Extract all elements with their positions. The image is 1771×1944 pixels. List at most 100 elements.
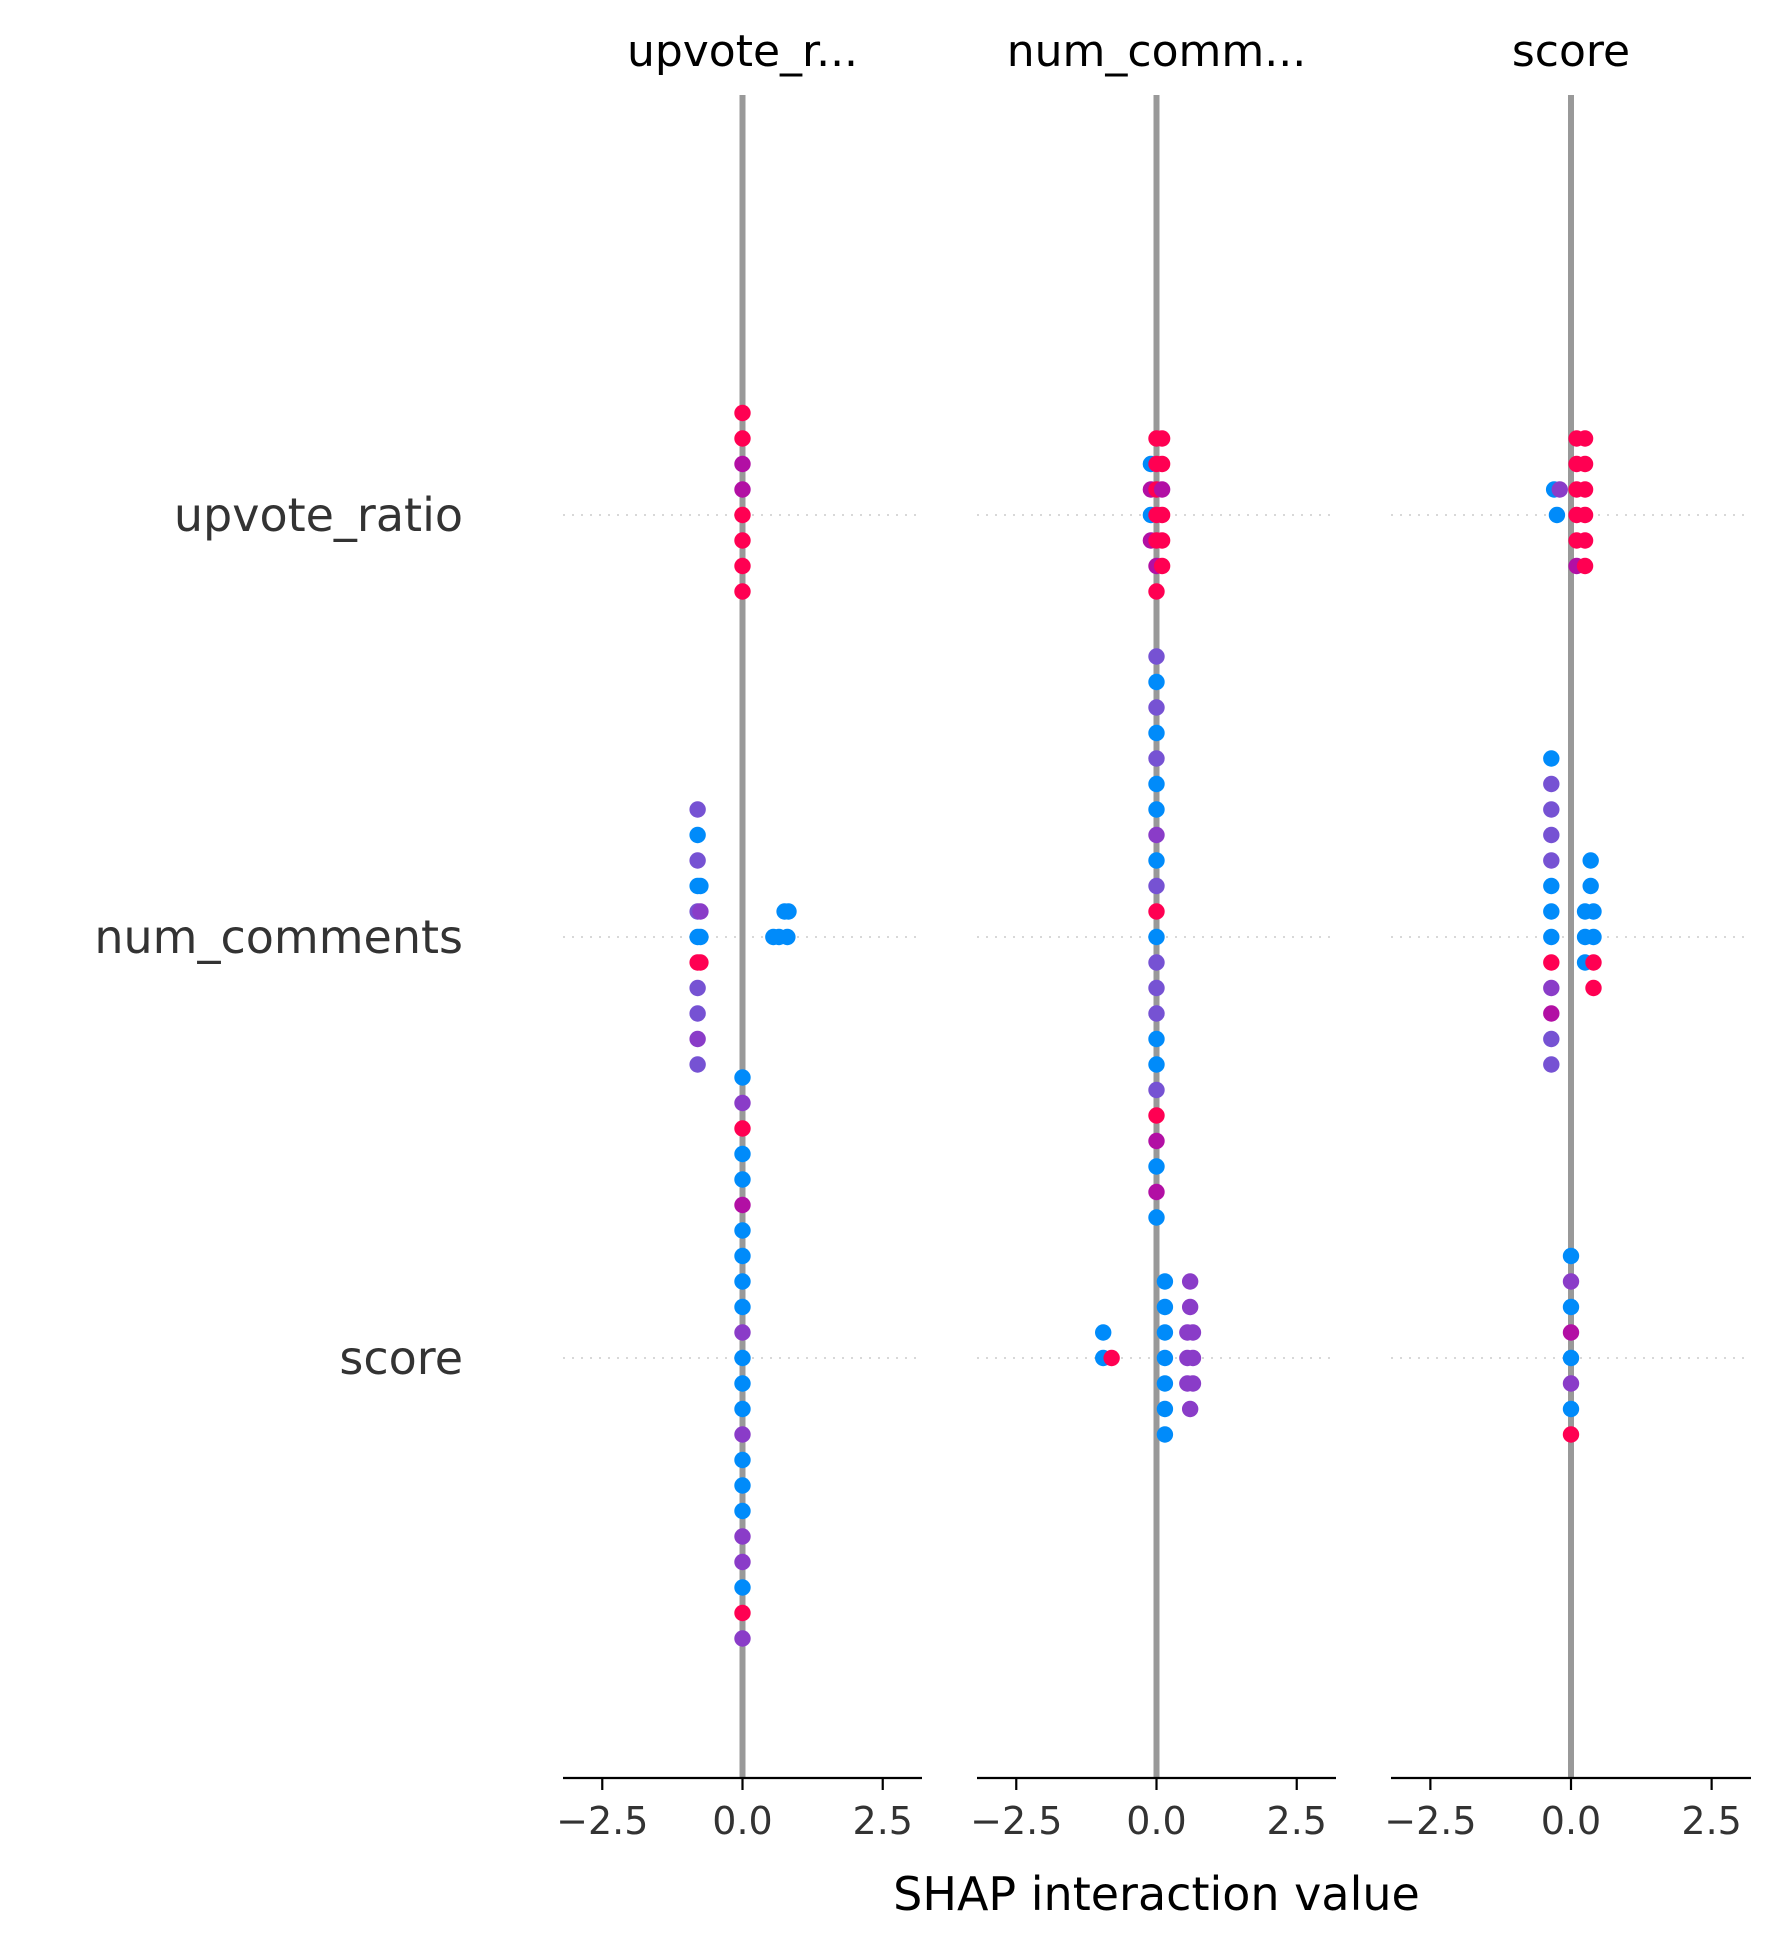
data-point (734, 532, 751, 549)
data-point (734, 557, 751, 575)
data-point (1148, 750, 1165, 767)
data-point (692, 877, 709, 895)
data-point (734, 1400, 751, 1418)
data-point (734, 1120, 751, 1137)
data-point (1148, 826, 1165, 844)
data-point (1153, 506, 1171, 524)
data-point (734, 481, 751, 498)
data-point (1148, 928, 1165, 946)
data-point (1148, 1030, 1165, 1048)
data-point (1148, 1132, 1165, 1150)
data-point (1153, 455, 1171, 473)
data-point (1543, 954, 1560, 971)
data-point (689, 979, 706, 997)
data-point (1582, 852, 1599, 869)
data-point (1156, 1324, 1174, 1341)
data-point (1562, 1375, 1580, 1392)
data-point (734, 1477, 751, 1494)
data-point (1156, 1273, 1174, 1290)
data-point (1148, 1081, 1165, 1099)
data-point (689, 852, 706, 869)
data-point (1148, 1183, 1165, 1201)
data-point (1148, 1209, 1165, 1226)
data-point (1548, 506, 1566, 524)
data-point (1095, 1324, 1112, 1341)
panel-title: upvote_r... (627, 26, 858, 77)
data-point (780, 903, 797, 920)
data-point (734, 1451, 751, 1469)
data-point (734, 1222, 751, 1239)
data-point (1184, 1349, 1202, 1367)
data-point (1148, 903, 1165, 920)
data-point (1543, 877, 1560, 895)
panel-title: num_comm... (1007, 26, 1306, 77)
data-point (1148, 1005, 1165, 1022)
x-axis-label: SHAP interaction value (893, 1867, 1420, 1921)
data-point (1148, 877, 1165, 895)
data-point (734, 455, 751, 473)
data-point (734, 1145, 751, 1163)
data-point (1103, 1349, 1120, 1367)
x-tick-label: 2.5 (1681, 1799, 1741, 1843)
panel-2: num_comm... −2.5 0.0 2.5 (970, 26, 1336, 1843)
data-point (734, 1069, 751, 1086)
data-point (1543, 979, 1560, 997)
data-point (734, 1298, 751, 1316)
data-point (1156, 1375, 1174, 1392)
data-point (1562, 1273, 1580, 1290)
data-point (1153, 557, 1171, 575)
data-point (734, 1502, 751, 1520)
row-label-upvote_ratio: upvote_ratio (174, 488, 463, 542)
data-point (1562, 1426, 1580, 1443)
data-point (734, 1094, 751, 1112)
data-point (1543, 903, 1560, 920)
data-point (1181, 1400, 1199, 1418)
data-point (1543, 1030, 1560, 1048)
data-point (1562, 1298, 1580, 1316)
data-point (692, 928, 709, 946)
x-tick-label: 0.0 (712, 1799, 772, 1843)
data-point (734, 1375, 751, 1392)
x-tick-label: 0.0 (1126, 1799, 1186, 1843)
data-point (1562, 1400, 1580, 1418)
data-point (734, 404, 751, 422)
data-point (734, 1579, 751, 1596)
data-point (1148, 648, 1165, 665)
data-point (1153, 532, 1171, 549)
data-point (1184, 1375, 1202, 1392)
data-point (734, 1324, 751, 1341)
data-point (734, 1426, 751, 1443)
data-point (1551, 481, 1568, 498)
data-point (734, 583, 751, 600)
data-point (1181, 1298, 1199, 1316)
data-point (779, 928, 796, 946)
data-point (1148, 583, 1165, 600)
data-point (734, 1553, 751, 1571)
x-tick-label: −2.5 (970, 1799, 1062, 1843)
data-point (1156, 1400, 1174, 1418)
data-point (1156, 1349, 1174, 1367)
data-point (1148, 801, 1165, 818)
data-point (734, 1528, 751, 1545)
data-point (1576, 532, 1594, 549)
data-point (692, 954, 709, 971)
data-point (1153, 481, 1171, 498)
x-tick-label: 0.0 (1541, 1799, 1601, 1843)
data-point (1181, 1273, 1199, 1290)
row-label-num_comments: num_comments (94, 910, 463, 964)
data-point (1585, 979, 1602, 997)
x-tick-label: 2.5 (1267, 1799, 1327, 1843)
data-point (1562, 1324, 1580, 1341)
data-point (1543, 1056, 1560, 1073)
data-point (692, 903, 709, 920)
data-point (1543, 928, 1560, 946)
data-point (1543, 852, 1560, 869)
data-point (689, 1005, 706, 1022)
data-point (1148, 1056, 1165, 1073)
panel-title: score (1512, 26, 1630, 77)
panel-3: score −2.5 0.0 2.5 (1384, 26, 1751, 1843)
data-point (734, 1171, 751, 1188)
data-point (1148, 775, 1165, 793)
